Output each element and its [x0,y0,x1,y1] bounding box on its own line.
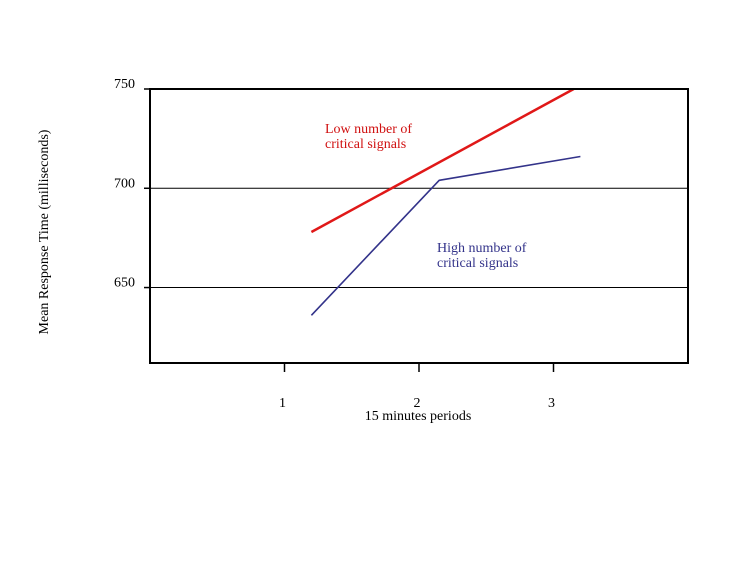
annotation-high-line-2: critical signals [437,256,519,271]
y-tick-label-750: 750 [114,77,135,92]
annotation-high-critical: High number of critical signals [437,241,526,271]
y-tick-label-650: 650 [114,276,135,291]
x-tick-label-3: 3 [548,396,555,411]
plot-frame [149,88,689,364]
x-axis: 1 2 3 [279,363,555,411]
annotation-low-critical: Low number of critical signals [325,122,412,152]
x-tick-label-2: 2 [414,396,421,411]
gridlines [150,187,688,289]
annotation-low-line-2: critical signals [325,137,407,152]
annotation-high-line-1: High number of [437,241,527,256]
annotation-low-line-1: Low number of [325,122,413,137]
x-axis-label: 15 minutes periods [364,409,472,424]
y-axis: 750 700 650 [114,77,150,291]
x-tick-label-1: 1 [279,396,286,411]
series-line-1 [310,155,581,316]
series-lines [310,87,581,316]
series-line-0 [310,87,575,234]
y-tick-label-700: 700 [114,176,135,191]
y-axis-label: Mean Response Time (milliseconds) [37,129,52,335]
